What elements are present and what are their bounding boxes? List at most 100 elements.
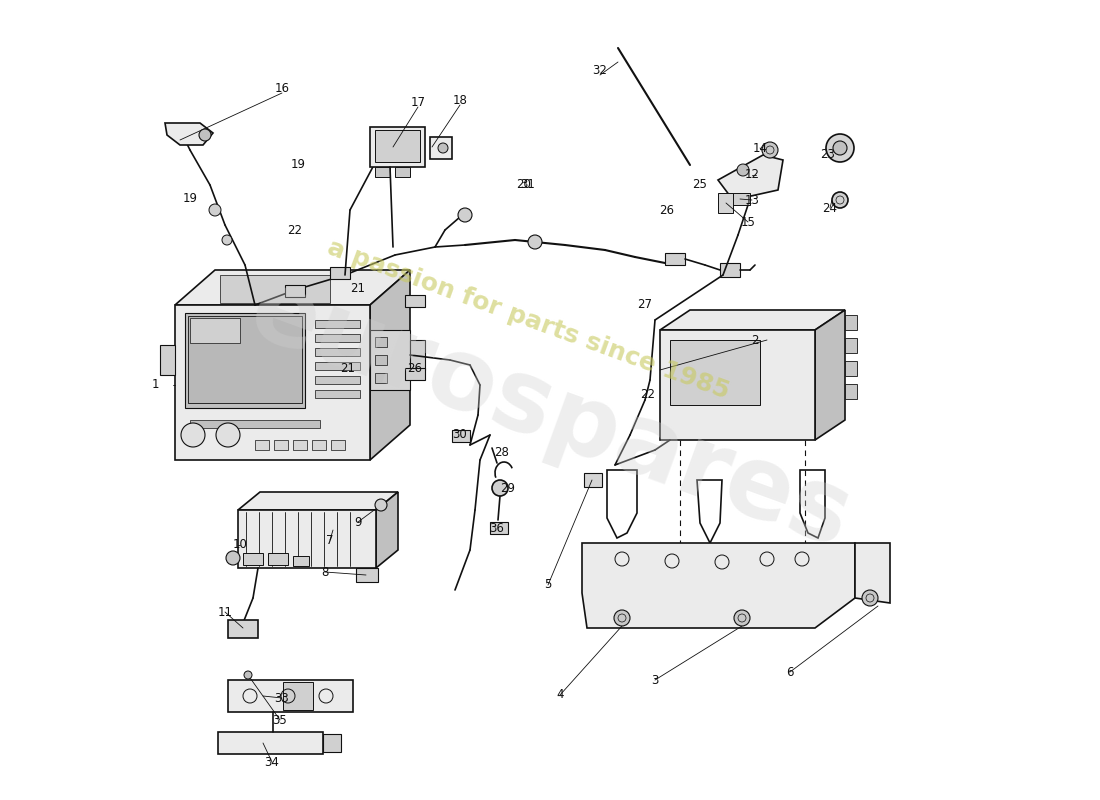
Bar xyxy=(845,315,857,330)
Bar xyxy=(315,320,360,328)
Text: 6: 6 xyxy=(786,666,794,678)
Text: 16: 16 xyxy=(275,82,289,94)
Bar xyxy=(243,553,263,565)
Bar xyxy=(312,440,326,450)
Text: 3: 3 xyxy=(651,674,659,686)
Text: 22: 22 xyxy=(287,223,303,237)
Circle shape xyxy=(826,134,854,162)
Bar xyxy=(218,732,323,754)
Bar xyxy=(356,568,378,582)
Bar xyxy=(845,338,857,353)
Text: 24: 24 xyxy=(823,202,837,214)
Text: 33: 33 xyxy=(275,691,289,705)
Text: 9: 9 xyxy=(354,515,362,529)
Text: 36: 36 xyxy=(490,522,505,534)
Polygon shape xyxy=(582,543,855,628)
Bar xyxy=(283,682,313,710)
Text: eurospares: eurospares xyxy=(236,262,864,570)
Bar xyxy=(315,376,360,384)
Circle shape xyxy=(222,235,232,245)
Bar xyxy=(405,368,425,380)
Circle shape xyxy=(244,671,252,679)
Circle shape xyxy=(734,610,750,626)
Circle shape xyxy=(832,192,848,208)
Circle shape xyxy=(209,204,221,216)
Circle shape xyxy=(762,142,778,158)
Bar xyxy=(190,318,240,343)
Text: 10: 10 xyxy=(232,538,248,551)
Text: a passion for parts since 1985: a passion for parts since 1985 xyxy=(323,236,733,404)
Bar xyxy=(293,440,307,450)
Bar xyxy=(268,553,288,565)
Polygon shape xyxy=(660,310,845,330)
Bar xyxy=(285,285,305,297)
Bar xyxy=(845,361,857,376)
Polygon shape xyxy=(238,492,398,510)
Bar xyxy=(395,167,410,177)
Text: 18: 18 xyxy=(452,94,468,106)
Polygon shape xyxy=(410,340,425,370)
Bar xyxy=(405,295,425,307)
Bar xyxy=(228,680,353,712)
Bar xyxy=(315,390,360,398)
Text: 26: 26 xyxy=(407,362,422,374)
Bar xyxy=(293,556,309,566)
Polygon shape xyxy=(718,155,783,200)
Bar xyxy=(375,167,390,177)
Text: 23: 23 xyxy=(821,149,835,162)
Text: 31: 31 xyxy=(520,178,536,191)
Bar xyxy=(370,330,410,390)
Bar xyxy=(331,440,345,450)
Bar xyxy=(845,384,857,399)
Text: 7: 7 xyxy=(327,534,333,546)
Text: 27: 27 xyxy=(638,298,652,311)
Bar xyxy=(452,430,470,442)
Bar xyxy=(220,275,330,303)
Text: 12: 12 xyxy=(745,169,759,182)
Polygon shape xyxy=(238,510,376,568)
Polygon shape xyxy=(175,305,370,460)
Bar xyxy=(375,337,387,347)
Text: 26: 26 xyxy=(660,203,674,217)
Text: 32: 32 xyxy=(593,63,607,77)
Polygon shape xyxy=(175,270,410,305)
Polygon shape xyxy=(370,270,410,460)
Bar xyxy=(670,340,760,405)
Bar xyxy=(584,473,602,487)
Text: 29: 29 xyxy=(500,482,516,494)
Bar xyxy=(188,316,302,403)
Text: 20: 20 xyxy=(517,178,531,191)
Bar xyxy=(728,193,750,205)
Bar xyxy=(323,734,341,752)
Text: 4: 4 xyxy=(557,689,563,702)
Bar xyxy=(720,263,740,277)
Text: 15: 15 xyxy=(740,215,756,229)
Bar xyxy=(228,620,258,638)
Circle shape xyxy=(216,423,240,447)
Polygon shape xyxy=(660,330,815,440)
Circle shape xyxy=(226,551,240,565)
Text: 21: 21 xyxy=(341,362,355,374)
Bar xyxy=(185,313,305,408)
Text: 14: 14 xyxy=(752,142,768,154)
Bar xyxy=(370,127,425,167)
Circle shape xyxy=(458,208,472,222)
Text: 25: 25 xyxy=(693,178,707,191)
Text: 8: 8 xyxy=(321,566,329,578)
Bar xyxy=(274,440,288,450)
Circle shape xyxy=(737,164,749,176)
Text: 19: 19 xyxy=(183,191,198,205)
Circle shape xyxy=(528,235,542,249)
Polygon shape xyxy=(160,345,175,375)
Bar xyxy=(315,334,360,342)
Text: 11: 11 xyxy=(218,606,232,618)
Circle shape xyxy=(199,129,211,141)
Circle shape xyxy=(862,590,878,606)
Circle shape xyxy=(833,141,847,155)
Bar xyxy=(375,373,387,383)
Bar xyxy=(330,267,350,279)
Circle shape xyxy=(614,610,630,626)
Circle shape xyxy=(438,143,448,153)
Text: 22: 22 xyxy=(640,389,656,402)
Polygon shape xyxy=(165,123,213,145)
